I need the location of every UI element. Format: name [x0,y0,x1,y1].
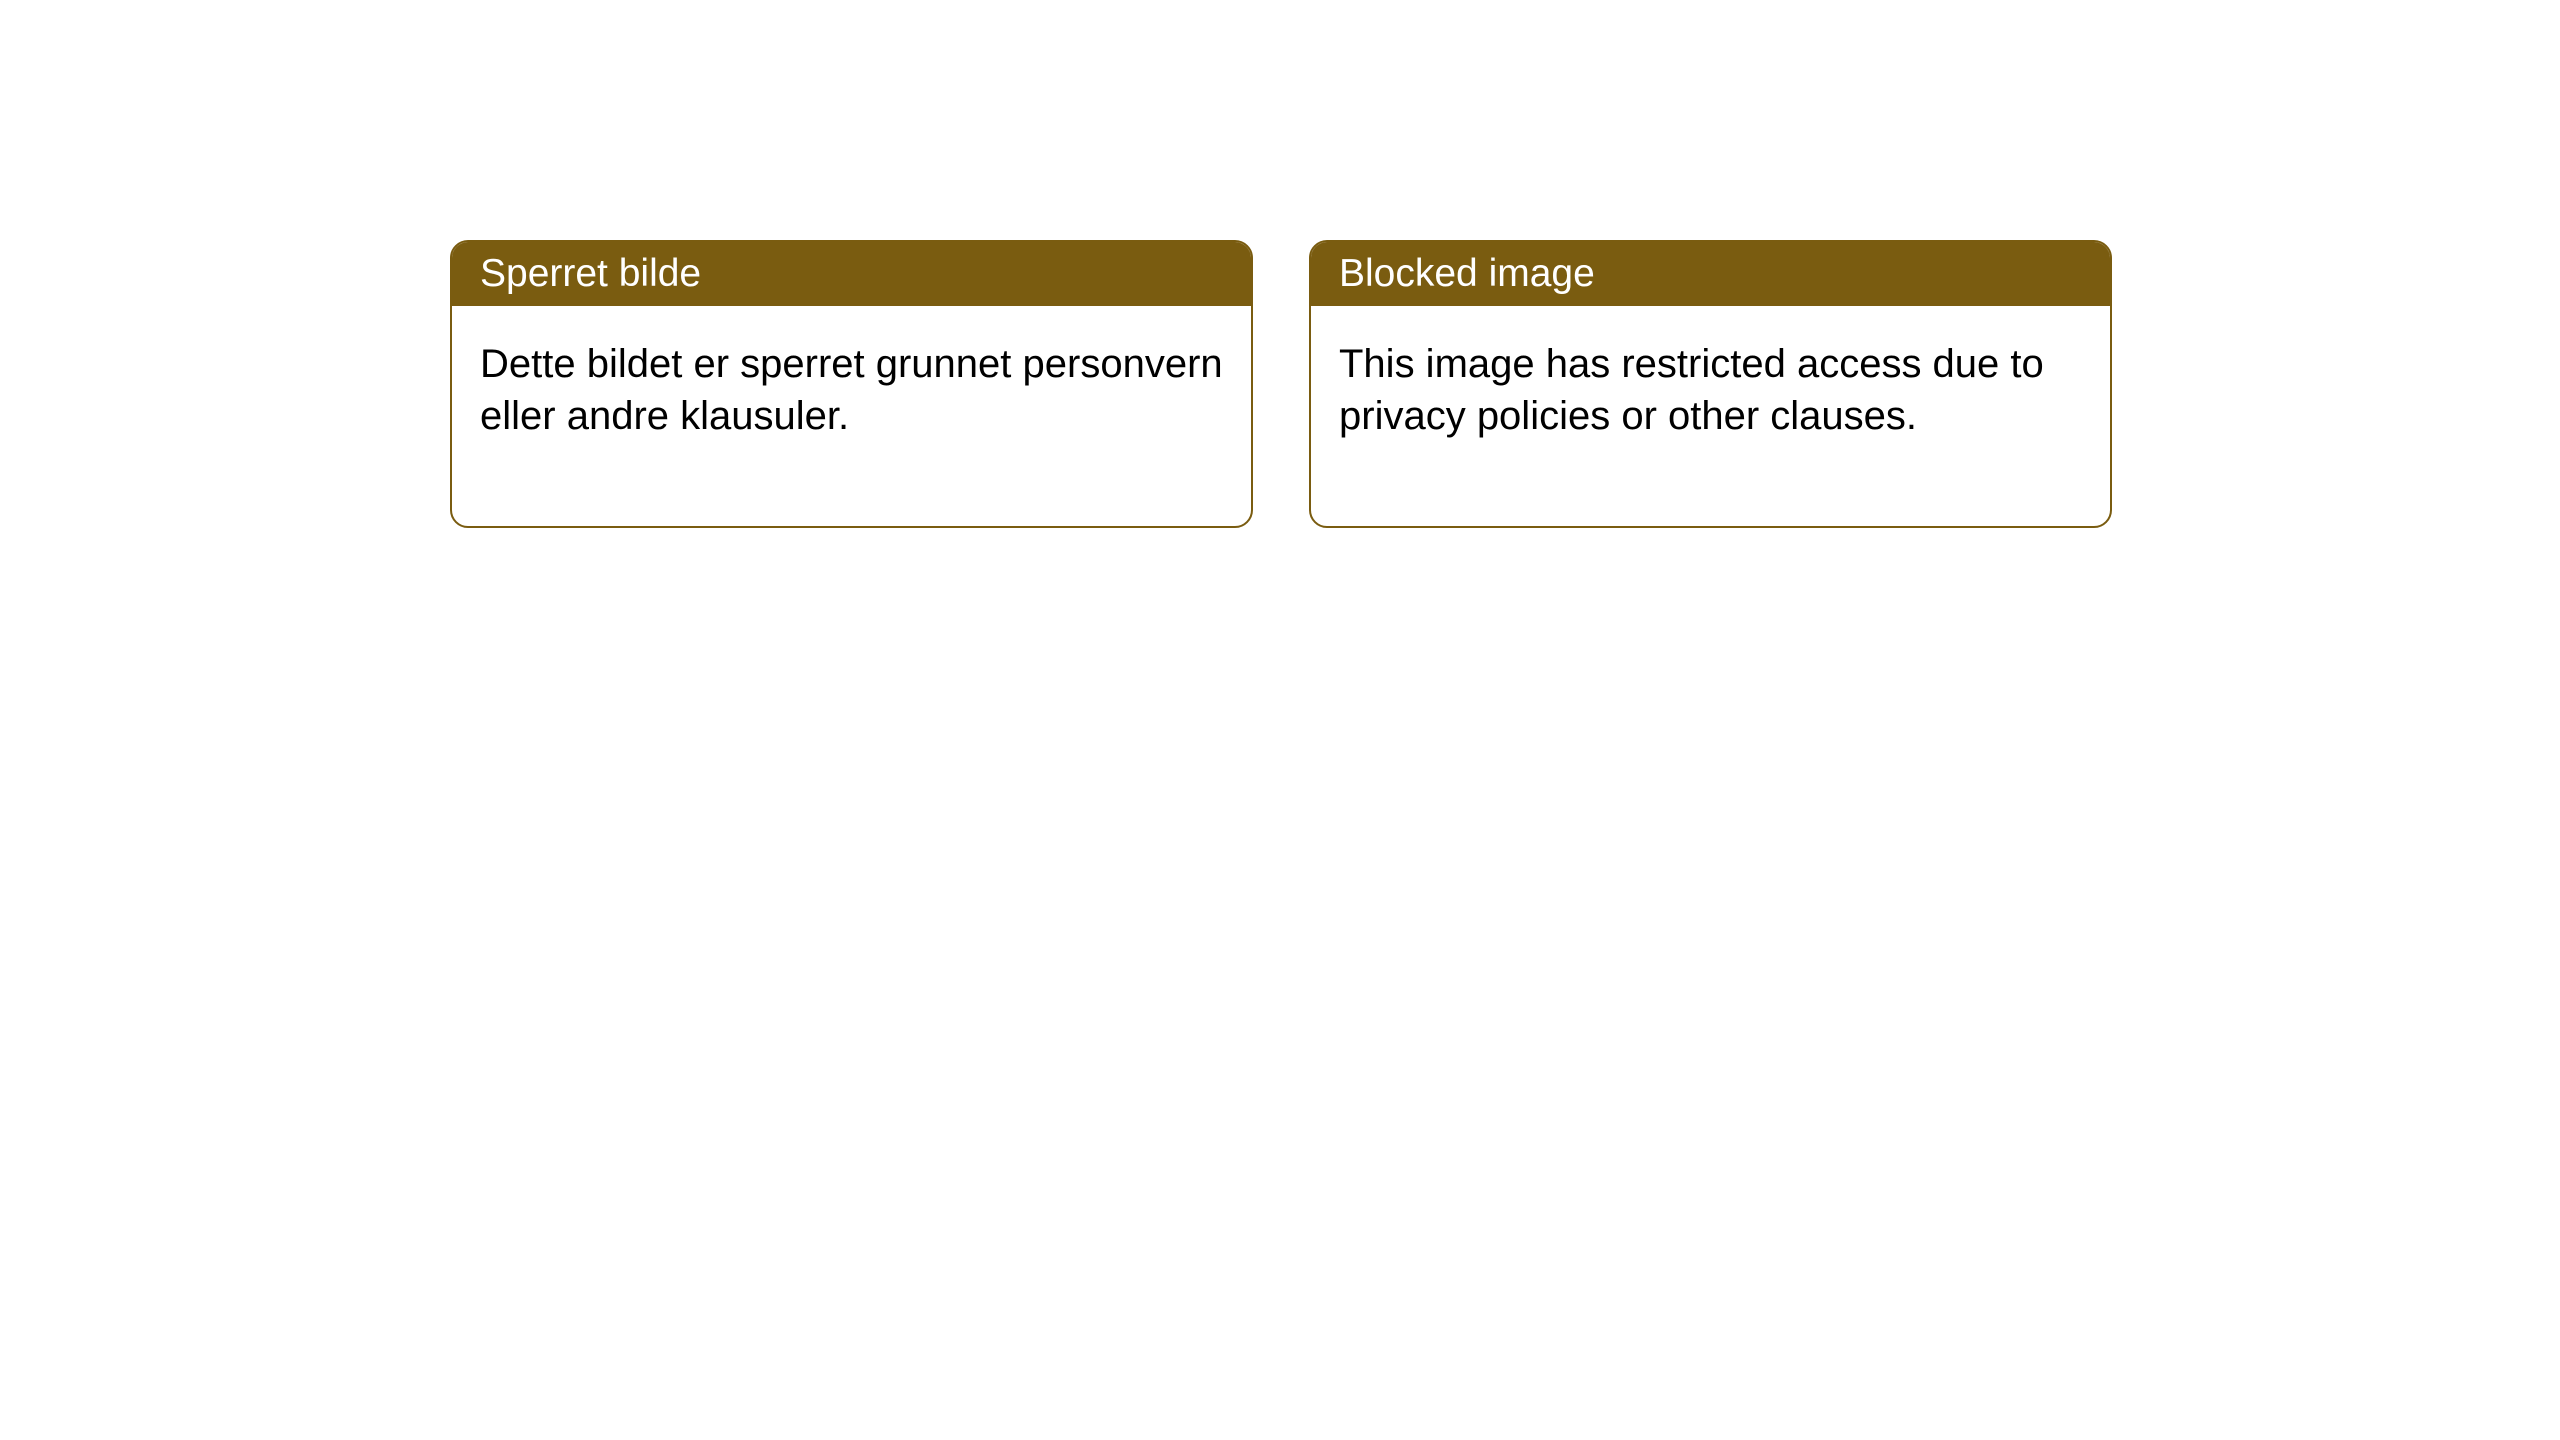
notice-card-norwegian: Sperret bilde Dette bildet er sperret gr… [450,240,1253,528]
card-title: Blocked image [1339,252,1595,295]
card-header: Blocked image [1311,242,2110,306]
notice-cards-container: Sperret bilde Dette bildet er sperret gr… [450,240,2560,528]
notice-card-english: Blocked image This image has restricted … [1309,240,2112,528]
card-body: This image has restricted access due to … [1311,306,2110,526]
card-title: Sperret bilde [480,252,701,295]
card-body-text: Dette bildet er sperret grunnet personve… [480,342,1223,438]
card-body-text: This image has restricted access due to … [1339,342,2044,438]
card-body: Dette bildet er sperret grunnet personve… [452,306,1251,526]
card-header: Sperret bilde [452,242,1251,306]
